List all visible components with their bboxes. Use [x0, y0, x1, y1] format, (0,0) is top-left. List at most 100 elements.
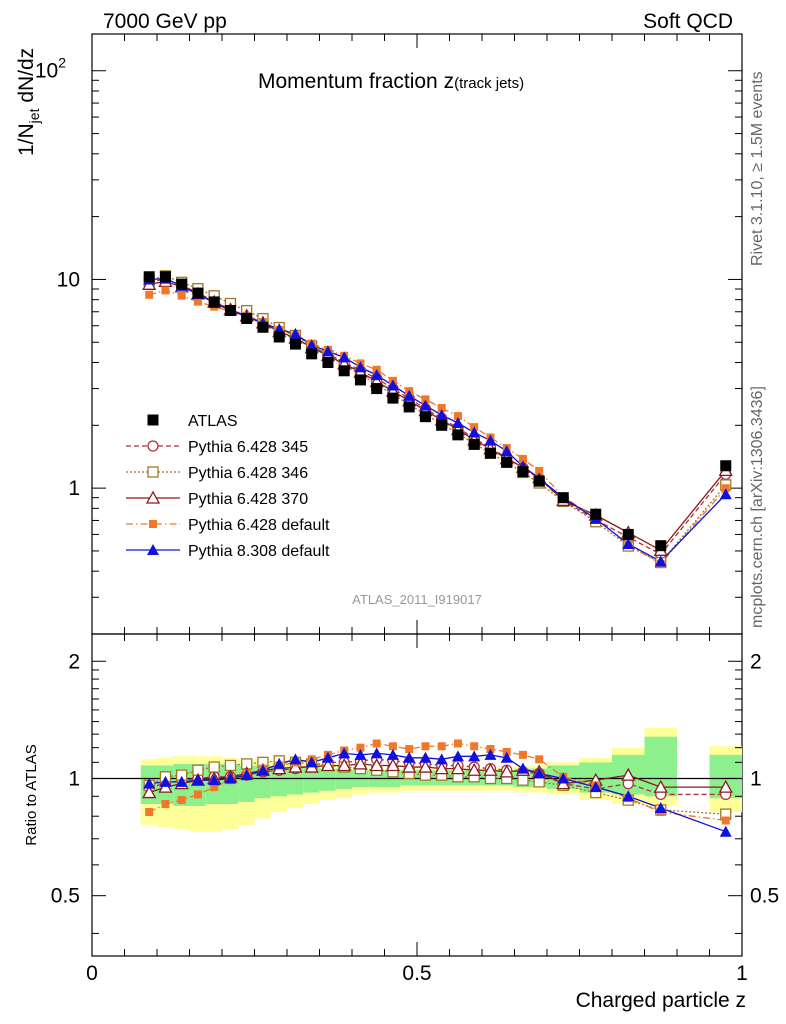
series-4-main-point: [468, 426, 481, 438]
x-tick-label: 1: [736, 962, 748, 985]
series-4-main-point: [386, 379, 399, 391]
atlas-data-point: [289, 338, 301, 350]
series-3-main-point: [535, 466, 544, 475]
band-inner-11: [319, 768, 336, 791]
series-3-ratio-point: [453, 739, 462, 748]
series-4-main-point: [435, 409, 448, 421]
ratio-y-tick-label-right: 2: [750, 650, 762, 673]
series-3-ratio-point: [721, 816, 730, 825]
series-4-ratio-point: [435, 753, 448, 765]
rivet-version-label: Rivet 3.1.10, ≥ 1.5M events: [749, 71, 766, 266]
series-2-ratio-point: [653, 779, 668, 793]
legend-item: ATLAS: [147, 413, 238, 430]
series-3-ratio-point: [437, 742, 446, 751]
band-inner-9: [287, 767, 304, 795]
series-4-main-point: [484, 434, 497, 446]
series-3-main-point: [145, 290, 154, 299]
series-4-ratio-point: [622, 790, 635, 802]
legend-marker: [147, 544, 159, 555]
main-panel: 1 10 102: [35, 33, 743, 635]
legend-item: Pythia 6.428 370: [126, 490, 308, 508]
legend-item: Pythia 6.428 346: [126, 465, 308, 482]
y-axis-label-main: 1/Njet dN/dz: [15, 48, 42, 156]
atlas-data-point: [354, 374, 366, 386]
series-4-main-point: [305, 339, 318, 351]
series-3-ratio-point: [405, 745, 414, 754]
series-4-ratio-point: [159, 775, 172, 787]
series-4-ratio-point: [451, 750, 464, 762]
atlas-data-point: [720, 460, 732, 472]
series-1-ratio-point: [208, 761, 220, 773]
series-2-ratio-point: [320, 758, 336, 772]
series-4-ratio-point: [321, 751, 334, 763]
series-4-ratio-point: [484, 748, 497, 760]
legend-atlas-marker: [147, 414, 159, 426]
atlas-data-point: [419, 411, 431, 423]
atlas-data-point: [273, 331, 285, 343]
x-tick-label: 0.5: [402, 962, 431, 985]
series-3-ratio-point: [388, 742, 397, 751]
series-3-ratio-point: [177, 796, 186, 805]
chart-title-sub: (track jets): [454, 75, 524, 92]
legend-marker: [145, 490, 161, 504]
series-4-ratio-point: [654, 801, 667, 813]
series-1-ratio-point: [517, 774, 529, 786]
series-2-ratio-point: [337, 758, 352, 772]
x-axis-label: Charged particle z: [576, 989, 746, 1012]
series-4-ratio-point: [516, 762, 529, 774]
series-3-ratio-point: [161, 799, 170, 808]
atlas-data-point: [143, 271, 155, 283]
series-2-ratio-point: [718, 779, 733, 793]
ratio-y-tick-label: 0.5: [51, 885, 80, 908]
series-4-ratio-point: [208, 774, 221, 786]
atlas-data-point: [322, 356, 334, 368]
legend-label: ATLAS: [188, 413, 238, 430]
series-2-ratio-point: [288, 759, 303, 773]
atlas-data-point: [436, 419, 448, 431]
legend-label: Pythia 6.428 346: [188, 465, 308, 482]
series-2-ratio-point: [499, 764, 514, 778]
atlas-data-point: [557, 492, 569, 504]
series-2-ratio-point: [353, 756, 368, 770]
series-4-main-point: [622, 537, 635, 549]
atlas-data-point: [484, 447, 496, 459]
series-3-main-point: [161, 286, 170, 295]
series-4-ratio-point: [289, 753, 302, 765]
legend-label: Pythia 6.428 345: [188, 439, 308, 456]
chart-title-main: Momentum fraction z: [258, 70, 454, 93]
ratio-panel: 0 0.5 1 0.5 0.5 1 1 2 2: [51, 633, 779, 985]
atlas-data-point: [306, 348, 318, 360]
series-4-main-point: [338, 351, 351, 363]
series-2-ratio-point: [385, 758, 401, 772]
series-2-ratio-point: [467, 762, 482, 776]
series-4-main-point: [289, 327, 302, 339]
series-2-ratio-point: [142, 785, 157, 799]
legend-label: Pythia 8.308 default: [188, 543, 330, 560]
series-2-ratio-point: [483, 762, 498, 776]
ratio-y-tick-label: 2: [68, 650, 80, 673]
series-3-ratio-point: [356, 743, 365, 752]
legend-label: Pythia 6.428 default: [188, 517, 330, 534]
series-4-ratio-point: [273, 757, 286, 769]
series-3-ratio-point: [145, 808, 154, 817]
series-4-ratio-point: [557, 772, 570, 784]
series-0-main-line: [149, 278, 727, 556]
series-2-ratio-point: [418, 759, 433, 773]
series-4-ratio-point: [354, 748, 367, 760]
atlas-data-point: [517, 466, 529, 478]
band-inner-10: [303, 767, 320, 793]
series-4-ratio-point: [500, 751, 513, 763]
series-4-ratio-point: [403, 751, 416, 763]
series-3-ratio-point: [470, 742, 479, 751]
series-2-ratio-point: [621, 767, 636, 781]
series-3-ratio-point: [421, 742, 430, 751]
series-4-ratio-point: [719, 825, 732, 837]
series-4-main-point: [500, 445, 513, 457]
atlas-data-point: [452, 429, 464, 441]
legend-marker: [149, 520, 157, 528]
main-y-tick-label: 1: [68, 477, 80, 500]
series-3-ratio-point: [535, 755, 544, 764]
atlas-data-point: [655, 540, 667, 552]
series-4-main-point: [370, 369, 383, 381]
